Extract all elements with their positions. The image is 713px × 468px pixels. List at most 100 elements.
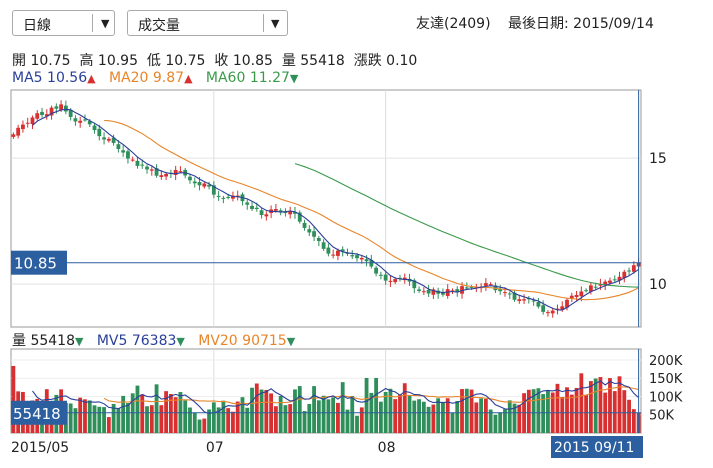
candle-body — [40, 111, 44, 115]
volume-bar — [111, 403, 116, 433]
volume-bar — [388, 388, 393, 433]
candle-body — [503, 292, 507, 294]
volume-bar — [507, 400, 512, 433]
candle-body — [106, 138, 111, 141]
volume-bar — [312, 386, 316, 433]
candle-body — [507, 293, 512, 295]
volume-bar — [297, 386, 302, 433]
change-label: 漲跌 — [353, 53, 382, 69]
chevron-down-icon: ▼ — [101, 17, 110, 30]
volume-bar — [512, 403, 517, 433]
candle-body — [83, 119, 87, 121]
volume-bar — [83, 399, 87, 433]
indicator-select-value: 成交量 — [138, 18, 180, 34]
candle-body — [560, 306, 565, 310]
mv5-line — [32, 380, 639, 415]
volume-bar — [364, 377, 369, 433]
volume-tick-label: 50K — [649, 409, 675, 424]
period-select[interactable]: 日線 ▼ — [12, 10, 115, 36]
volume-bar — [283, 405, 288, 433]
candle-body — [293, 212, 297, 214]
indicator-select[interactable]: 成交量 ▼ — [127, 10, 288, 36]
volume-bar — [531, 389, 536, 433]
volume-panel-frame — [10, 348, 642, 434]
candle-body — [579, 291, 584, 297]
cursor-volume-box — [11, 400, 67, 425]
volume-bar — [421, 401, 426, 433]
candle-body — [135, 160, 140, 166]
cursor-price-box — [11, 250, 67, 275]
volume-bar — [231, 411, 235, 433]
volume-bar — [149, 405, 154, 433]
change-value: 0.10 — [386, 53, 418, 69]
candle-body — [364, 259, 369, 262]
stock-name: 友達(2409) — [416, 16, 491, 32]
candle-body — [202, 183, 207, 187]
candle-body — [102, 137, 106, 140]
candle-body — [541, 305, 546, 312]
volume-bar — [126, 403, 130, 433]
chevron-down-icon: ▼ — [271, 17, 280, 30]
volume-bar — [412, 400, 417, 433]
candle-body — [412, 280, 417, 289]
volume-bar — [121, 395, 126, 433]
volume-bar — [221, 400, 226, 433]
volume-value: 55418 — [300, 53, 345, 69]
price-tick-label: 15 — [649, 151, 667, 167]
candle-body — [87, 121, 92, 125]
cursor-date-label: 2015 09/11 — [554, 440, 634, 456]
last-date-label: 最後日期: — [508, 16, 569, 32]
down-triangle-icon: ▼ — [286, 335, 296, 348]
candle-body — [374, 267, 379, 274]
volume-bar — [617, 376, 622, 433]
candle-body — [25, 122, 30, 124]
volume-bar — [202, 418, 207, 433]
candle-body — [63, 105, 68, 112]
volume-bar — [259, 389, 264, 433]
volume-bar — [569, 394, 574, 433]
last-date-value: 2015/09/14 — [573, 16, 654, 32]
candle-body — [598, 283, 603, 286]
candle-body — [35, 113, 40, 119]
candle-body — [312, 231, 316, 237]
volume-bar — [345, 409, 350, 433]
candle-body — [378, 274, 383, 276]
volume-bar — [216, 407, 221, 433]
candle-body — [173, 169, 178, 175]
volume-bar — [302, 411, 307, 433]
candle-body — [78, 120, 83, 123]
volume-bar — [488, 409, 493, 433]
candle-body — [145, 166, 149, 170]
volume-bar — [579, 373, 584, 433]
ma60-legend: MA60 11.27 — [205, 70, 290, 86]
candle-body — [355, 255, 359, 259]
candle-body — [569, 295, 574, 299]
candle-body — [92, 125, 97, 131]
candle-body — [483, 283, 488, 286]
candle-body — [259, 210, 264, 216]
volume-bar — [197, 419, 202, 433]
candle-body — [264, 214, 269, 217]
volume-bar — [355, 415, 359, 433]
volume-bar — [316, 400, 321, 433]
candle-body — [30, 117, 35, 125]
volume-bar — [450, 412, 455, 433]
last-date: 最後日期: 2015/09/14 — [508, 13, 654, 33]
candle-body — [426, 289, 431, 294]
candle-body — [531, 300, 536, 302]
volume-bar — [598, 377, 603, 433]
ma20-legend: MA20 9.87 — [108, 70, 185, 86]
price-panel-frame — [10, 89, 642, 328]
candle-body — [316, 237, 321, 242]
candle-body — [464, 287, 469, 289]
ma5-line — [32, 108, 639, 311]
volume-bar — [145, 406, 149, 433]
candle-body — [207, 184, 211, 187]
volume-bar — [164, 391, 169, 433]
high-label: 高 — [79, 53, 94, 69]
volume-bar — [565, 387, 569, 433]
volume-bar — [235, 401, 240, 433]
volume-bar — [517, 404, 522, 433]
candle-body — [383, 274, 388, 281]
